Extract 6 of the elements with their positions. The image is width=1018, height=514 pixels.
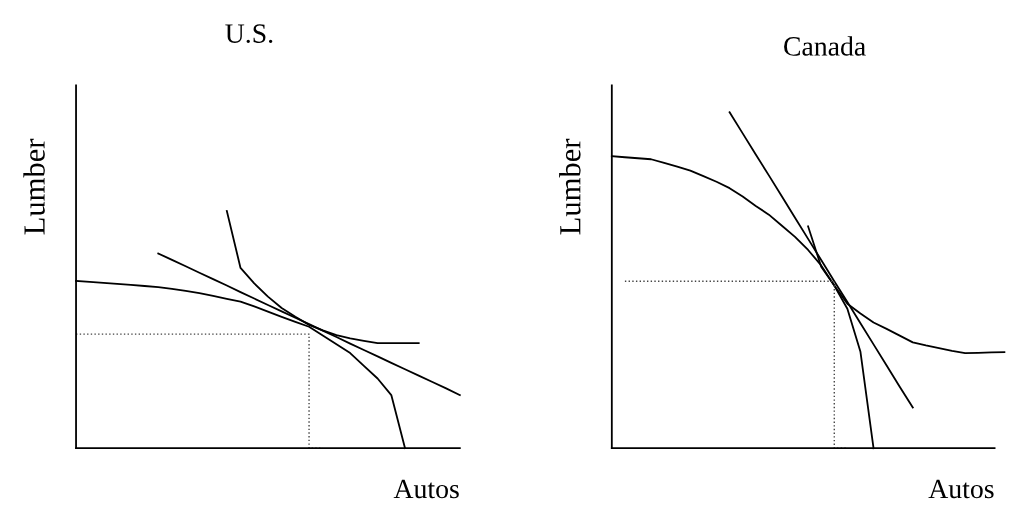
chart-title: U.S. bbox=[225, 24, 273, 44]
x-axis-title: Autos bbox=[393, 479, 459, 499]
y-axis-title: Lumber bbox=[559, 138, 581, 235]
x-axis-title: Autos bbox=[928, 479, 994, 499]
chart-title: Canada bbox=[784, 36, 866, 56]
y-axis-title: Lumber bbox=[23, 138, 45, 235]
